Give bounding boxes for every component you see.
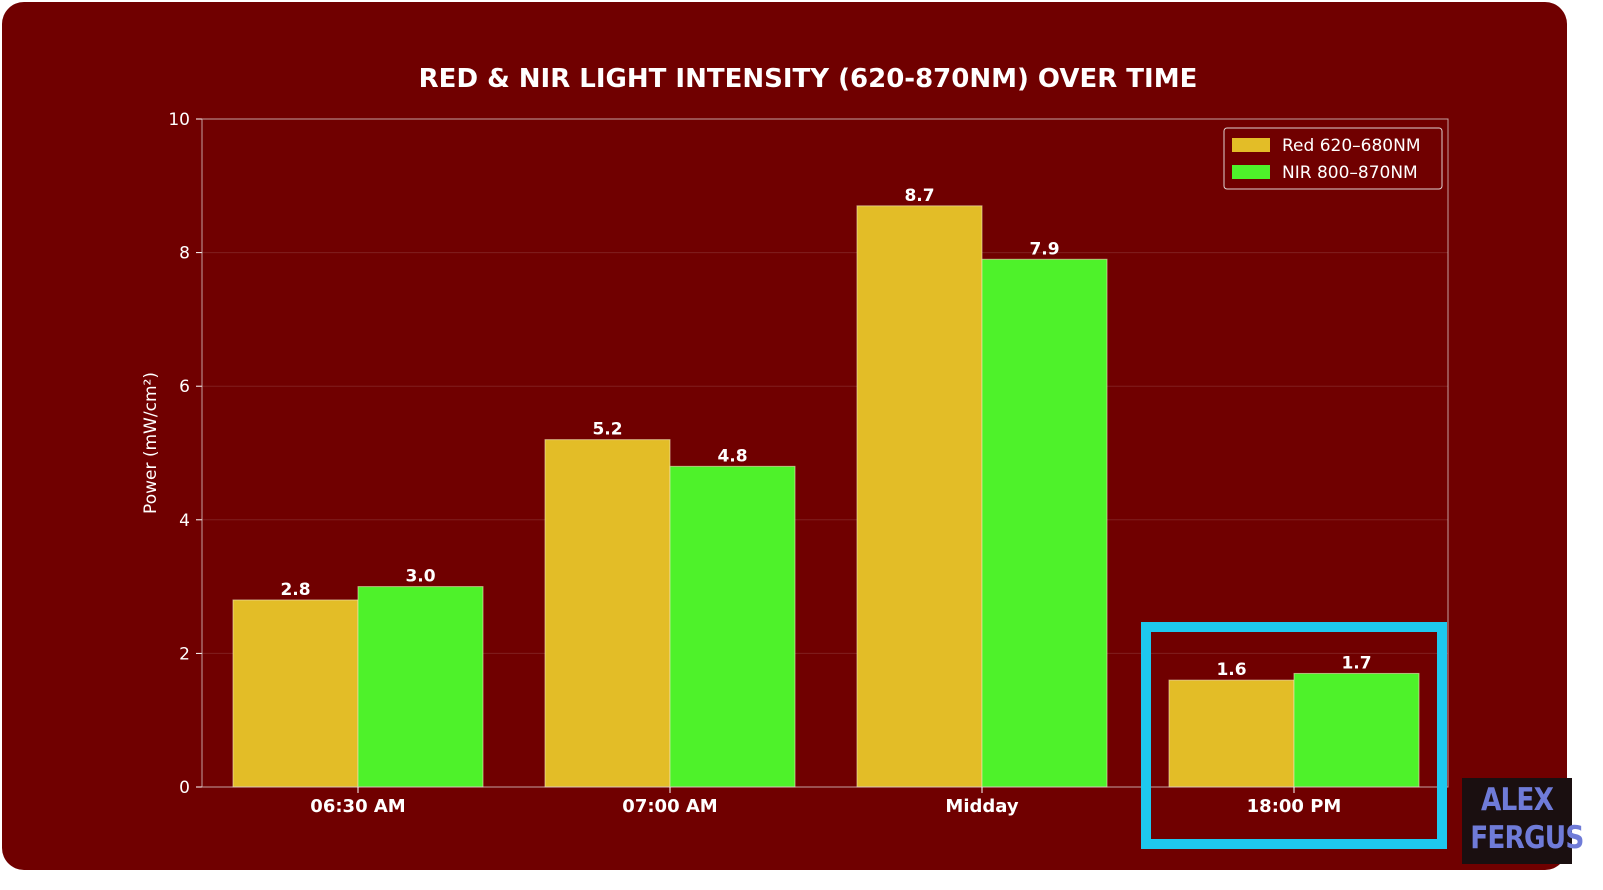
bar-nir-0 [357, 586, 484, 788]
y-tick-label: 8 [179, 244, 190, 264]
x-tick-label: 06:30 AM [310, 796, 405, 817]
legend-box [1223, 127, 1443, 190]
y-tick-label: 6 [179, 377, 190, 397]
watermark-line-2: FERGUS [1470, 820, 1584, 856]
data-label: 3.0 [405, 567, 435, 587]
bar-red-2 [856, 205, 983, 788]
data-label: 2.8 [280, 580, 310, 600]
data-label: 7.9 [1029, 239, 1059, 259]
y-tick-label: 4 [179, 511, 190, 531]
x-tick-label: 07:00 AM [622, 796, 717, 817]
y-tick-label: 2 [179, 644, 190, 664]
y-tick-label: 10 [168, 110, 190, 130]
data-label: 1.7 [1341, 653, 1371, 673]
chart-title: RED & NIR LIGHT INTENSITY (620-870NM) OV… [419, 64, 1198, 94]
data-label: 1.6 [1216, 660, 1246, 680]
legend-swatch [1232, 165, 1270, 179]
y-tick-label: 0 [179, 778, 190, 798]
data-label: 5.2 [592, 420, 622, 440]
legend-swatch [1232, 138, 1270, 152]
legend-entry: Red 620–680NM [1282, 136, 1420, 156]
bar-red-1 [544, 439, 671, 788]
bar-nir-2 [981, 258, 1108, 788]
x-tick-label: 18:00 PM [1247, 796, 1342, 817]
bar-red-0 [232, 599, 359, 788]
legend-entry: NIR 800–870NM [1282, 163, 1418, 183]
highlight-box [1141, 622, 1447, 849]
bar-nir-1 [669, 465, 796, 788]
bar-nir-3 [1293, 672, 1420, 788]
bar-red-3 [1168, 679, 1295, 788]
x-tick-label: Midday [945, 796, 1018, 817]
data-label: 4.8 [717, 446, 747, 466]
watermark-line-1: ALEX [1480, 782, 1554, 818]
y-axis-label: Power (mW/cm²) [141, 372, 161, 514]
watermark-logo: ALEX FERGUS [1462, 778, 1584, 864]
plot-frame [201, 118, 1449, 788]
data-label: 8.7 [904, 186, 934, 206]
